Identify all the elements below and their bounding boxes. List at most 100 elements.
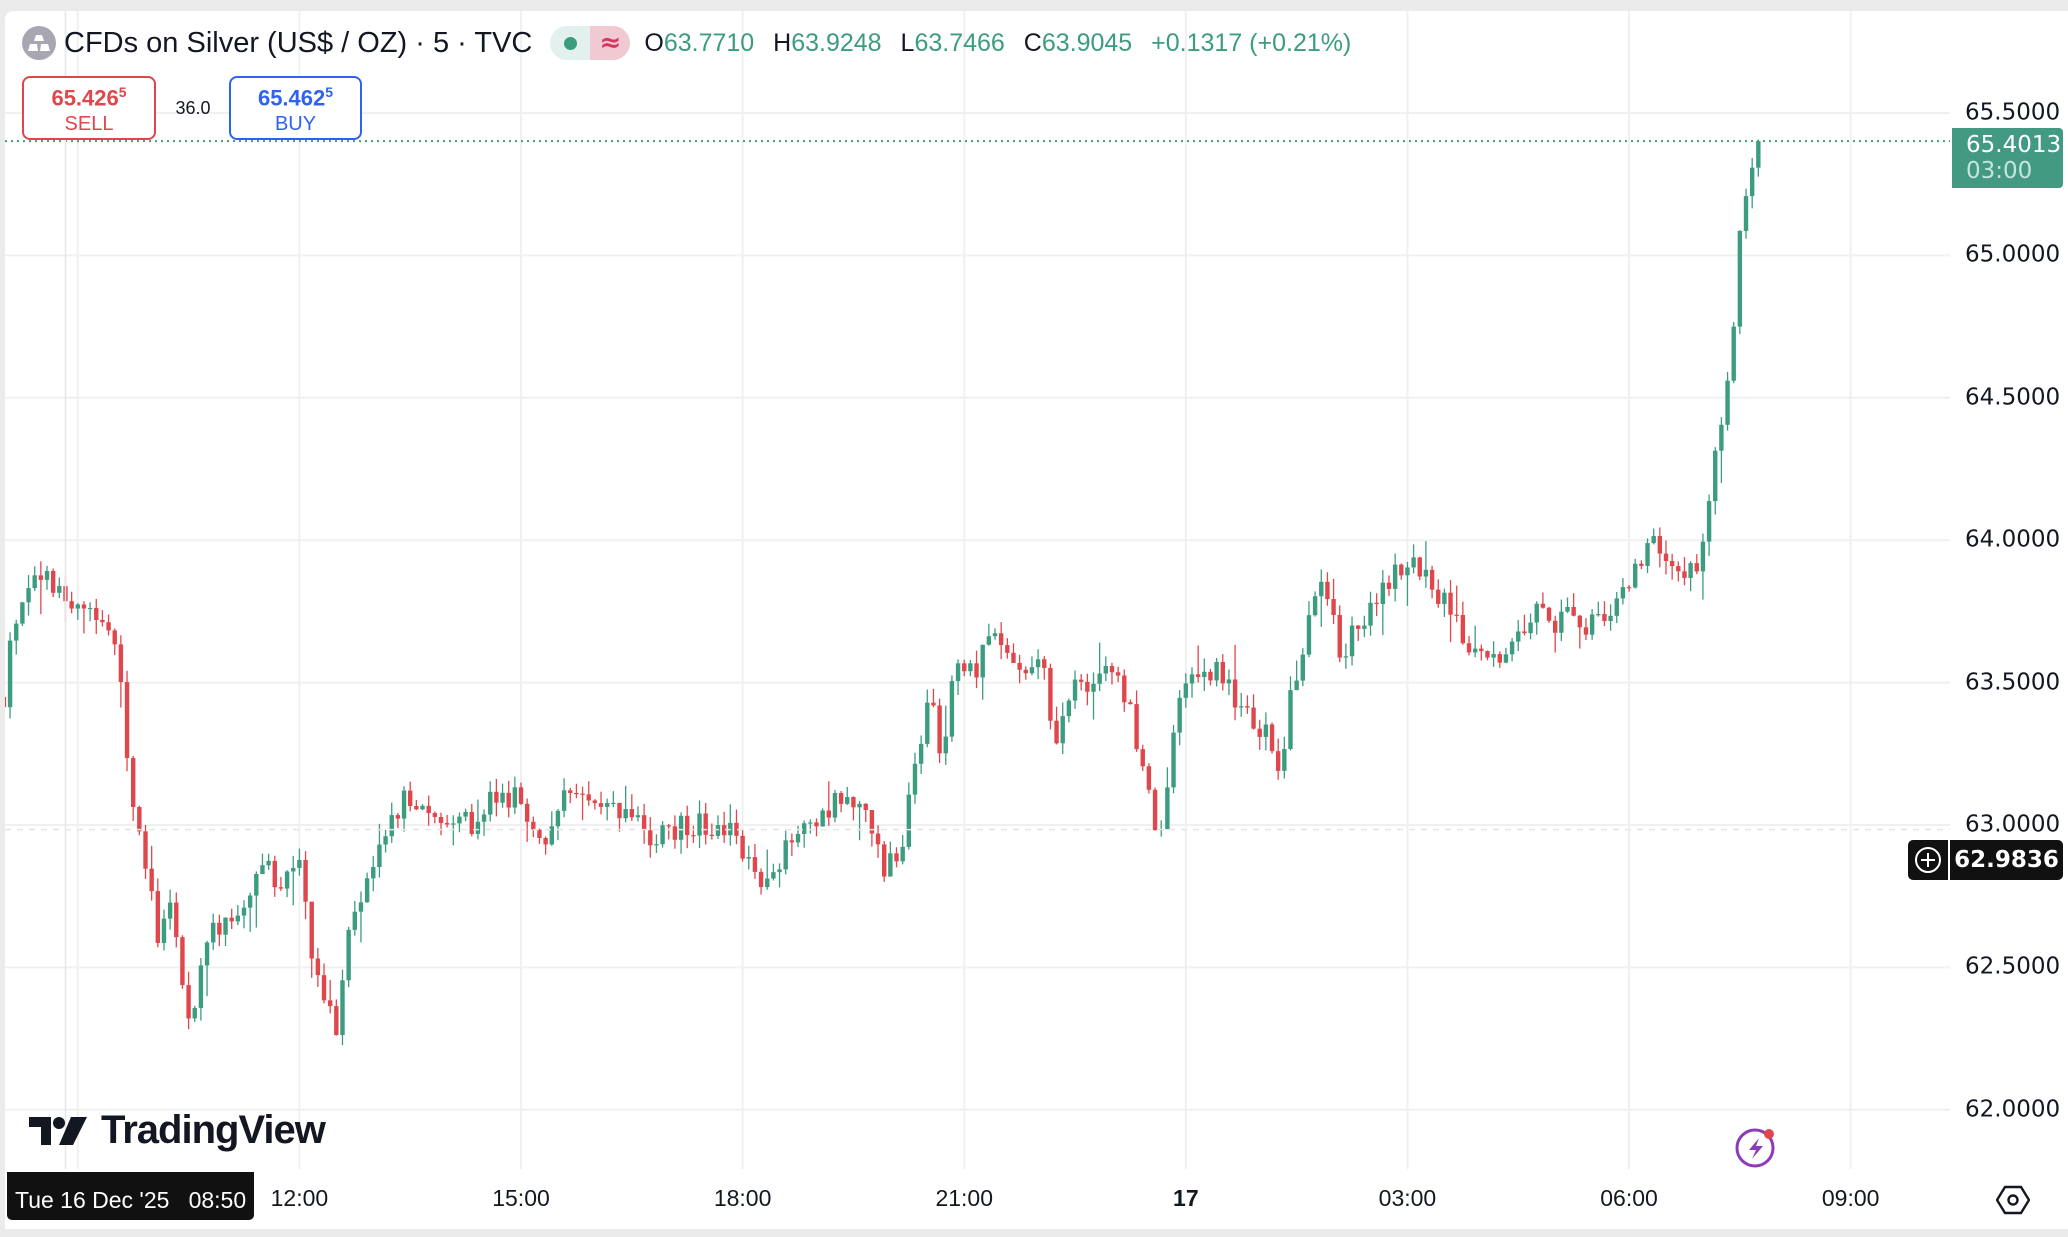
last-price-tag: 65.4013 03:00 xyxy=(1952,128,2063,188)
price-tick-label: 63.5000 xyxy=(1965,669,2061,696)
candle-body xyxy=(949,681,955,737)
candle-body xyxy=(1639,563,1644,566)
candle-body xyxy=(1085,681,1090,692)
candle-body xyxy=(211,922,216,943)
candle-body xyxy=(623,809,628,819)
candle-body xyxy=(395,815,401,819)
candle-body xyxy=(1725,380,1730,425)
candle-body xyxy=(1522,631,1527,634)
candle-body xyxy=(801,823,807,834)
settings-icon[interactable] xyxy=(1995,1185,2031,1219)
candle-body xyxy=(918,743,924,764)
candle-body xyxy=(1165,787,1170,830)
candle-body xyxy=(611,802,616,805)
candle-body xyxy=(672,826,678,840)
market-status[interactable]: ≈ xyxy=(550,26,631,60)
candle-body xyxy=(124,682,130,758)
candle-body xyxy=(254,874,259,896)
candle-body xyxy=(1756,141,1761,168)
candle-body xyxy=(155,891,161,943)
candle-body xyxy=(752,857,758,872)
lightning-icon[interactable] xyxy=(1734,1124,1780,1174)
buy-button[interactable]: 65.4625 BUY xyxy=(229,76,362,140)
candle-body xyxy=(635,815,641,818)
candle-body xyxy=(377,844,382,868)
candle-body xyxy=(555,810,561,827)
candle-body xyxy=(1220,661,1225,684)
candle-body xyxy=(1546,607,1552,621)
candle-body xyxy=(1128,702,1133,705)
candle-body xyxy=(1737,230,1743,327)
price-chart[interactable] xyxy=(5,11,2068,1229)
candle-body xyxy=(1694,563,1699,572)
candle-body xyxy=(543,837,548,845)
buy-price-pip: 5 xyxy=(325,84,334,100)
candle-body xyxy=(869,810,875,834)
candle-body xyxy=(1528,622,1533,634)
candle-body xyxy=(1152,789,1158,831)
candle-body xyxy=(1239,706,1244,708)
candle-body xyxy=(851,797,856,808)
candle-body xyxy=(814,822,819,827)
price-tick-label: 62.0000 xyxy=(1965,1096,2061,1123)
candle-body xyxy=(758,871,764,888)
candle-body xyxy=(494,791,499,803)
candle-body xyxy=(364,878,370,903)
candle-body xyxy=(1540,603,1546,608)
candle-body xyxy=(795,833,801,843)
symbol-title[interactable]: CFDs on Silver (US$ / OZ) · 5 · TVC xyxy=(64,26,533,59)
candle-body xyxy=(327,1000,333,1007)
sell-button[interactable]: 65.4265 SELL xyxy=(22,76,156,140)
tradingview-logo[interactable]: TradingView xyxy=(29,1108,326,1153)
candle-body xyxy=(1405,567,1410,576)
candle-body xyxy=(241,907,247,916)
change-value: +0.1317 (+0.21%) xyxy=(1151,28,1352,57)
candle-body xyxy=(297,859,302,868)
candle-body xyxy=(217,922,222,935)
candle-body xyxy=(100,619,105,623)
candle-body xyxy=(1411,557,1416,568)
candle-body xyxy=(857,803,862,808)
approx-wave-icon[interactable]: ≈ xyxy=(590,26,631,60)
chart-panel[interactable] xyxy=(5,11,2068,1229)
candle-body xyxy=(648,830,653,846)
candle-body xyxy=(1534,603,1539,623)
candle-body xyxy=(1288,690,1293,750)
high-label: H xyxy=(773,28,792,57)
candle-body xyxy=(371,867,376,879)
candle-body xyxy=(81,604,87,609)
candle-body xyxy=(1577,615,1583,628)
market-open-dot-icon[interactable] xyxy=(550,26,591,60)
candle-body xyxy=(721,825,727,836)
candle-body xyxy=(1589,614,1595,635)
silver-bars-icon xyxy=(22,26,56,60)
candle-body xyxy=(223,917,228,935)
candle-body xyxy=(568,790,573,793)
candle-body xyxy=(137,807,142,832)
candle-body xyxy=(826,810,832,818)
candle-body xyxy=(561,790,567,811)
candle-body xyxy=(20,602,25,624)
candle-body xyxy=(1713,450,1718,502)
candle-body xyxy=(26,588,31,603)
candle-body xyxy=(1583,627,1589,635)
candle-body xyxy=(432,813,438,817)
candle-body xyxy=(740,835,745,859)
sell-label: SELL xyxy=(64,113,114,136)
candle-body xyxy=(604,802,610,807)
candle-body xyxy=(1380,582,1386,604)
time-tick-label: 15:00 xyxy=(492,1185,550,1211)
candle-body xyxy=(5,696,7,708)
candle-body xyxy=(420,805,425,810)
candle-body xyxy=(882,844,887,877)
add-alert-plus-icon[interactable] xyxy=(1908,840,1948,880)
candle-body xyxy=(401,790,407,819)
candle-body xyxy=(524,803,530,822)
time-tick-label: 12:00 xyxy=(270,1185,329,1211)
candle-body xyxy=(1091,683,1096,692)
price-tick-label: 64.0000 xyxy=(1965,526,2061,553)
candle-body xyxy=(906,794,912,847)
candle-body xyxy=(1115,672,1121,676)
candle-body xyxy=(149,868,154,892)
candle-body xyxy=(925,702,930,744)
